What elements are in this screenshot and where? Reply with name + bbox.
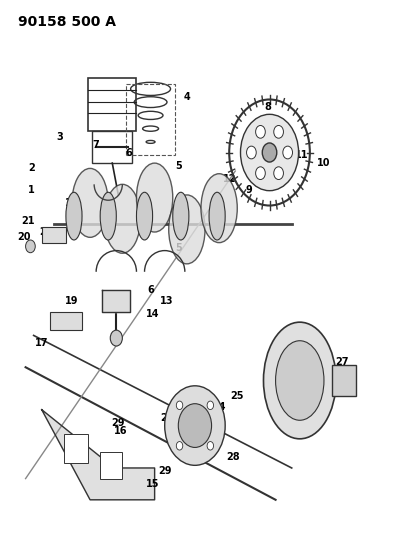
Text: 6: 6	[125, 148, 132, 158]
Ellipse shape	[136, 192, 152, 240]
Ellipse shape	[263, 322, 335, 439]
Ellipse shape	[100, 192, 116, 240]
Bar	[100, 452, 122, 479]
Bar	[42, 227, 66, 243]
Circle shape	[255, 167, 264, 180]
Circle shape	[207, 441, 213, 450]
Ellipse shape	[200, 174, 237, 243]
Circle shape	[282, 146, 292, 159]
Circle shape	[273, 125, 283, 138]
Text: 5: 5	[175, 243, 182, 253]
Text: 9: 9	[245, 184, 252, 195]
Circle shape	[246, 146, 256, 159]
Text: 18: 18	[51, 320, 64, 330]
Bar	[50, 312, 82, 330]
Ellipse shape	[173, 192, 188, 240]
Ellipse shape	[104, 184, 140, 253]
Bar	[64, 433, 88, 463]
Text: 24: 24	[212, 402, 225, 412]
Text: 3: 3	[56, 132, 63, 142]
Bar	[88, 78, 136, 131]
Text: 26: 26	[294, 346, 308, 357]
Text: 2: 2	[28, 164, 35, 173]
Text: 25: 25	[230, 391, 243, 401]
Text: 7: 7	[93, 140, 99, 150]
Text: 20: 20	[17, 232, 30, 243]
Polygon shape	[42, 410, 154, 500]
Bar	[126, 84, 174, 155]
Text: 29: 29	[111, 418, 125, 428]
Text: 19: 19	[65, 296, 79, 306]
Ellipse shape	[136, 163, 173, 232]
Text: 8: 8	[263, 102, 270, 112]
Text: 27: 27	[335, 357, 348, 367]
Circle shape	[26, 240, 35, 253]
Text: 6: 6	[147, 285, 153, 295]
Circle shape	[255, 125, 264, 138]
Text: 19: 19	[65, 198, 79, 208]
Text: 28: 28	[226, 453, 239, 463]
Text: 23: 23	[160, 413, 173, 423]
Bar	[92, 131, 132, 163]
Text: 11: 11	[294, 150, 308, 160]
Ellipse shape	[66, 192, 82, 240]
Ellipse shape	[72, 168, 108, 237]
Text: 17: 17	[35, 338, 48, 349]
Text: 15: 15	[145, 479, 159, 489]
Text: 90158 500 A: 90158 500 A	[17, 14, 115, 29]
Text: 5: 5	[175, 161, 182, 171]
Circle shape	[178, 403, 211, 447]
Circle shape	[207, 401, 213, 409]
Text: 16: 16	[113, 426, 127, 436]
Ellipse shape	[209, 192, 225, 240]
Text: 12: 12	[222, 174, 235, 184]
Circle shape	[262, 143, 276, 162]
Text: 21: 21	[21, 216, 34, 227]
Circle shape	[176, 401, 182, 409]
Text: 10: 10	[316, 158, 330, 168]
Text: 1: 1	[28, 184, 35, 195]
Circle shape	[273, 167, 283, 180]
Text: 14: 14	[145, 309, 159, 319]
Text: 13: 13	[160, 296, 173, 306]
Circle shape	[110, 330, 122, 346]
Circle shape	[240, 114, 298, 191]
Ellipse shape	[275, 341, 323, 420]
Text: 22: 22	[39, 227, 52, 237]
Bar	[331, 365, 355, 397]
Ellipse shape	[168, 195, 205, 264]
Circle shape	[176, 441, 182, 450]
Circle shape	[164, 386, 225, 465]
Text: 4: 4	[183, 92, 190, 102]
Polygon shape	[102, 290, 130, 312]
Text: 29: 29	[158, 466, 171, 475]
